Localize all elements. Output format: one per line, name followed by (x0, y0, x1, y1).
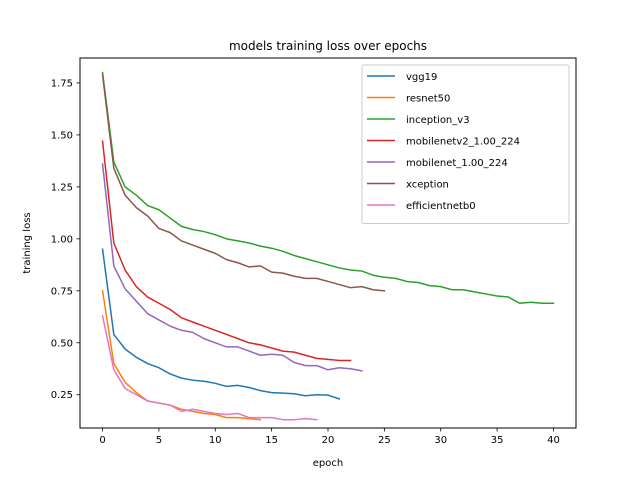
legend-label-vgg19: vgg19 (406, 72, 437, 83)
y-tick-label: 0.75 (51, 286, 73, 297)
y-axis: 0.25 0.50 0.75 1.00 1.25 1.50 1.75 (51, 78, 80, 401)
legend-label-mobilenet_1.00_224: mobilenet_1.00_224 (406, 158, 508, 169)
series-line-efficientnetb0 (101, 314, 318, 421)
x-tick-label: 40 (547, 435, 560, 446)
series-line-mobilenet_1.00_224 (101, 163, 363, 372)
series-line-mobilenetv2_1.00_224 (101, 140, 352, 362)
legend-box (361, 64, 570, 224)
legend-label-efficientnetb0: efficientnetb0 (406, 201, 476, 212)
y-tick-label: 1.25 (51, 182, 73, 193)
x-axis-title: epoch (313, 458, 343, 469)
legend-label-inception_v3: inception_v3 (406, 115, 470, 126)
x-tick-label: 5 (156, 435, 162, 446)
series-line-xception (101, 73, 386, 292)
y-tick-label: 0.50 (51, 338, 73, 349)
series-line-resnet50 (101, 289, 262, 421)
chart-title: models training loss over epochs (229, 39, 427, 53)
y-tick-label: 1.75 (51, 78, 73, 89)
x-tick-label: 30 (434, 435, 447, 446)
series-line-vgg19 (101, 248, 341, 400)
x-tick-label: 15 (265, 435, 278, 446)
y-tick-label: 1.50 (51, 130, 73, 141)
x-tick-label: 25 (378, 435, 391, 446)
legend: vgg19 resnet50 inception_v3 mobilenetv2_1.0… (361, 64, 570, 224)
x-tick-label: 20 (322, 435, 335, 446)
legend-label-resnet50: resnet50 (406, 94, 450, 105)
x-axis: 0 5 10 15 20 25 30 35 40 (99, 428, 560, 446)
y-tick-label: 0.25 (51, 390, 73, 401)
series-line-inception_v3 (101, 71, 555, 305)
legend-label-mobilenetv2_1.00_224: mobilenetv2_1.00_224 (406, 137, 520, 148)
x-tick-label: 0 (99, 435, 105, 446)
series-layer (101, 71, 555, 421)
y-tick-label: 1.00 (51, 234, 73, 245)
x-tick-label: 35 (491, 435, 504, 446)
x-tick-label: 10 (209, 435, 222, 446)
legend-label-xception: xception (406, 180, 449, 191)
y-axis-title: training loss (22, 212, 33, 273)
